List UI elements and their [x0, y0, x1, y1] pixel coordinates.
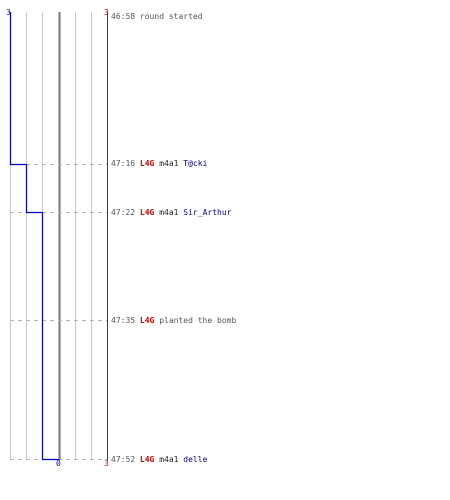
event-text: round started: [139, 12, 203, 21]
event-row-bomb-plant: 47:35 L4G planted the bomb: [111, 316, 236, 326]
event-victim: delle: [183, 455, 208, 464]
event-time: 47:16: [111, 159, 136, 168]
event-time: 47:35: [111, 316, 136, 325]
event-team: L4G: [139, 455, 155, 464]
event-row-round-start: 46:58 round started: [111, 12, 203, 22]
ct-alive-count-bottom: 0: [56, 459, 61, 468]
event-row-kill: 47:16 L4G m4a1 T@cki: [111, 159, 207, 169]
event-team: L4G: [139, 159, 155, 168]
event-time: 47:22: [111, 208, 136, 217]
event-team: L4G: [139, 316, 155, 325]
event-weapon: m4a1: [159, 208, 179, 217]
t-alive-count-top: 3: [104, 8, 109, 17]
ct-alive-step-line: [9, 12, 60, 461]
event-row-kill: 47:22 L4G m4a1 Sir_Arthur: [111, 208, 231, 218]
event-time: 47:52: [111, 455, 136, 464]
event-weapon: m4a1: [159, 159, 179, 168]
round-timeline-graph: [9, 12, 108, 461]
event-row-kill: 47:52 L4G m4a1 delle: [111, 455, 207, 465]
event-victim: Sir_Arthur: [183, 208, 232, 217]
t-alive-count-bottom: 3: [104, 459, 109, 468]
event-team: L4G: [139, 208, 155, 217]
event-text: planted the bomb: [159, 316, 237, 325]
event-time: 46:58: [111, 12, 136, 21]
ct-alive-count-top: 3: [6, 8, 11, 17]
event-weapon: m4a1: [159, 455, 179, 464]
event-victim: T@cki: [183, 159, 208, 168]
